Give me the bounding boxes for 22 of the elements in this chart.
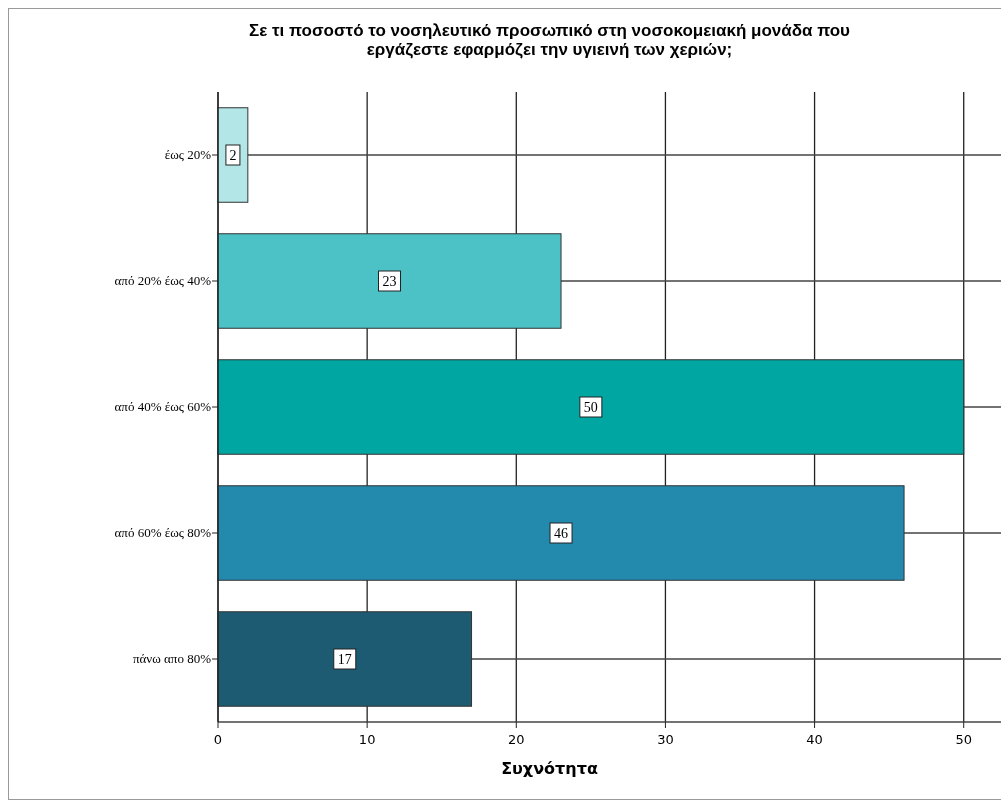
y-tick-label: πάνω απο 80% <box>132 651 212 666</box>
x-tick-label: 30 <box>657 732 674 747</box>
x-tick-label: 40 <box>806 732 823 747</box>
data-label: 50 <box>583 400 598 415</box>
data-label: 17 <box>337 652 352 667</box>
x-tick-label: 0 <box>213 732 223 747</box>
x-tick-label: 10 <box>358 732 376 747</box>
bar <box>217 485 905 581</box>
x-tick-label: 50 <box>955 732 972 747</box>
data-label: 23 <box>382 274 397 289</box>
chart-title: Σε τι ποσοστό το νοσηλευτικό προσωπικό στη νοσοκομειακή μονάδα που εργάζεστε εφαρμόζει την υγιεινή των χεριών; <box>248 21 851 59</box>
y-tick-label: από 40% έως 60% <box>114 399 212 414</box>
y-tick-label: από 20% έως 40% <box>114 273 212 288</box>
data-label: 46 <box>554 526 569 541</box>
bar <box>217 611 473 707</box>
bar <box>217 233 562 329</box>
bar <box>217 359 965 455</box>
x-tick-label: 20 <box>508 732 525 747</box>
y-tick-label: από 60% έως 80% <box>114 525 212 540</box>
y-tick-label: έως 20% <box>164 147 212 162</box>
x-axis-title: Συχνότητα <box>501 759 598 778</box>
data-label: 2 <box>229 148 237 163</box>
